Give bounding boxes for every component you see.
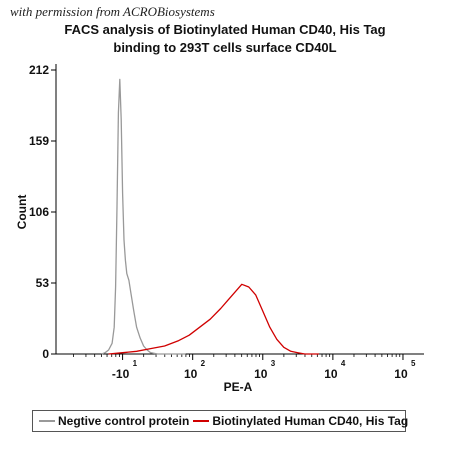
- legend-item-cd40: Biotinylated Human CD40, His Tag: [193, 414, 408, 428]
- x-tick-exponent: 4: [341, 359, 346, 368]
- series-line-1: [108, 283, 319, 355]
- legend-swatch-gray: [39, 420, 55, 422]
- legend-label-negative-control: Negtive control protein: [58, 414, 190, 428]
- x-tick-label: 10: [254, 367, 268, 381]
- y-axis-label: Count: [15, 195, 29, 230]
- x-tick-label: 10: [324, 367, 338, 381]
- x-tick-exponent: 2: [201, 359, 206, 368]
- x-axis-label: PE-A: [224, 380, 253, 394]
- legend-label-cd40: Biotinylated Human CD40, His Tag: [212, 414, 409, 428]
- y-tick-label: 159: [29, 134, 49, 148]
- x-tick-label: -10: [112, 367, 130, 381]
- y-tick-label: 53: [36, 276, 50, 290]
- y-tick-label: 212: [29, 63, 49, 77]
- y-tick-label: 106: [29, 205, 49, 219]
- x-tick-exponent: 3: [271, 359, 276, 368]
- legend-item-negative-control: Negtive control protein: [39, 414, 189, 428]
- x-tick-exponent: 5: [411, 359, 416, 368]
- chart-axes: [55, 64, 424, 355]
- chart-title-line2: binding to 293T cells surface CD40L: [113, 40, 337, 55]
- series-line-0: [101, 78, 186, 355]
- y-axis-ticks: 0 53 106 159 212: [29, 63, 56, 361]
- chart-title-line1: FACS analysis of Biotinylated Human CD40…: [64, 22, 386, 37]
- legend-swatch-red: [193, 420, 210, 422]
- y-tick-label: 0: [42, 347, 49, 361]
- credit-text: with permission from ACROBiosystems: [10, 4, 215, 19]
- chart-legend: Negtive control protein Biotinylated Hum…: [32, 410, 408, 432]
- x-tick-label: 10: [184, 367, 198, 381]
- x-tick-exponent: 1: [133, 359, 138, 368]
- chart-series: [101, 78, 319, 355]
- x-tick-label: 10: [394, 367, 408, 381]
